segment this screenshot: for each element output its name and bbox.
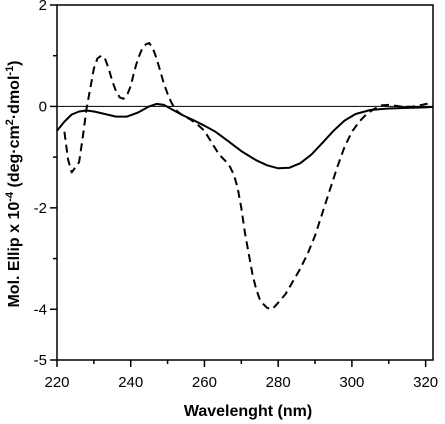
- y-tick-label: -2: [34, 200, 47, 217]
- y-axis-title: Mol. Ellip x 10-4 (deg·cm2·dmol-1): [4, 60, 23, 307]
- axes: 2 0 -2 -4 -5 220 240 260 280 300 320: [34, 0, 438, 391]
- y-axis-title-units-b: ·dmol: [6, 76, 23, 120]
- x-tick-label: 300: [339, 374, 364, 391]
- y-axis-title-units-sup-b: -1: [4, 66, 16, 76]
- y-axis-title-units-a: (deg·cm: [6, 125, 23, 192]
- y-tick-label: 2: [39, 0, 47, 14]
- x-tick-label: 240: [118, 374, 143, 391]
- x-axis-title: Wavelenght (nm): [184, 403, 312, 420]
- series-line-dashed: [63, 42, 434, 311]
- y-axis-title-units-c: ): [6, 60, 23, 65]
- y-tick-label: 0: [39, 98, 47, 115]
- x-tick-label: 220: [44, 374, 69, 391]
- y-axis-title-units-sup-a: 2: [4, 119, 16, 125]
- y-axis-title-main: Mol. Ellip x 10: [6, 202, 23, 308]
- plot-area: [56, 42, 434, 311]
- y-tick-label: -4: [34, 301, 47, 318]
- x-tick-label: 280: [266, 374, 291, 391]
- x-tick-label: 260: [192, 374, 217, 391]
- plot-frame: [56, 4, 434, 361]
- x-tick-label: 320: [413, 374, 438, 391]
- y-tick-label: -5: [34, 352, 47, 369]
- series-line-solid: [56, 102, 434, 170]
- y-axis-title-exponent: -4: [4, 191, 16, 202]
